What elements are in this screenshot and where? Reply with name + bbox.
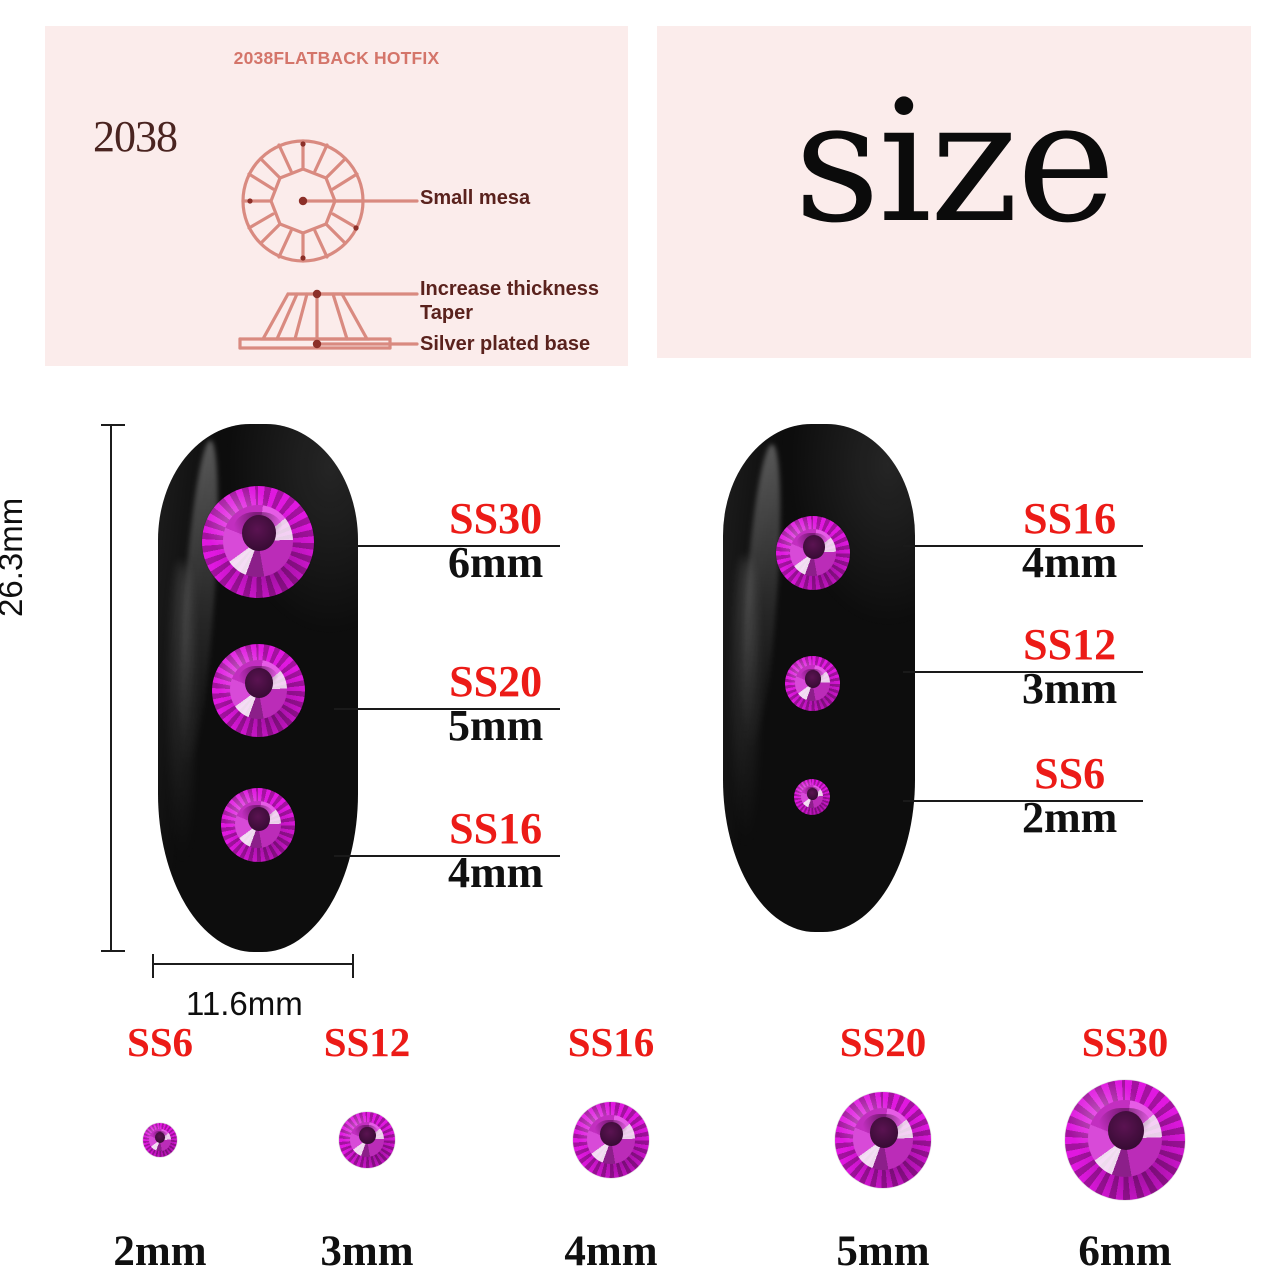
size-cell-ss16-mm: 4mm <box>564 1228 658 1275</box>
label-ss12-size: SS12 <box>1023 620 1117 669</box>
label-ss30-size: SS30 <box>449 494 543 543</box>
label-ss16-left: SS16 4mm <box>448 804 544 898</box>
label-ss12: SS12 3mm <box>1022 620 1118 714</box>
leader-line-ss16-right <box>903 545 1143 547</box>
leader-line-ss30 <box>334 545 560 547</box>
gem-culet <box>600 1121 624 1147</box>
size-cell-ss16-label: SS16 <box>567 1019 655 1065</box>
size-title-panel: size <box>657 26 1251 358</box>
size-cell-ss6-mm: 2mm <box>113 1228 207 1275</box>
label-ss16-left-size: SS16 <box>449 804 543 853</box>
size-cell-ss16: SS16 4mm <box>511 1022 711 1277</box>
size-comparison-row: SS6 2mm SS12 <box>60 1022 1240 1277</box>
gem-ss6-right <box>794 779 830 815</box>
panel-title: 2038FLATBACK HOTFIX <box>233 48 440 68</box>
leader-line-ss6 <box>903 800 1143 802</box>
anchor-dot-mesa <box>298 196 308 206</box>
label-ss30: SS30 6mm <box>448 494 544 588</box>
gem-culet <box>869 1116 899 1148</box>
size-cell-ss20-label: SS20 <box>839 1019 927 1065</box>
flatback-diagram-panel: 2038FLATBACK HOTFIX 2038 <box>45 26 628 366</box>
callout-small-mesa: Small mesa <box>420 187 531 209</box>
dimension-line-height <box>101 424 125 952</box>
size-cell-ss6-label: SS6 <box>126 1019 194 1065</box>
label-ss16-left-mm: 4mm <box>448 848 544 898</box>
label-ss16-right-size: SS16 <box>1023 494 1117 543</box>
nail-right <box>723 424 915 932</box>
gem-ss20 <box>212 644 305 737</box>
label-ss6-mm: 2mm <box>1022 793 1118 843</box>
gem-ss16-right <box>776 516 850 590</box>
size-cell-ss30: SS30 6mm <box>1025 1022 1225 1277</box>
size-heading: size <box>794 64 1116 260</box>
gem-culet <box>242 515 276 551</box>
label-ss6-size: SS6 <box>1034 749 1106 798</box>
label-ss30-mm: 6mm <box>448 538 544 588</box>
label-ss20: SS20 5mm <box>448 657 544 751</box>
gem-ss12-right <box>785 656 840 711</box>
anchor-dot-thickness <box>312 289 322 299</box>
label-ss16-right: SS16 4mm <box>1022 494 1118 588</box>
size-cell-ss6: SS6 2mm <box>60 1022 260 1277</box>
callout-increase-thickness: Increase thickness <box>420 278 599 300</box>
dimension-height-text: 26.3mm <box>0 497 29 617</box>
gem-culet <box>247 807 270 831</box>
gem-culet <box>806 788 818 800</box>
size-cell-ss6-gem <box>60 1080 260 1200</box>
gem-ss16 <box>221 788 295 862</box>
size-cell-ss16-gem <box>511 1080 711 1200</box>
product-code-label: 2038 <box>93 112 178 161</box>
size-cell-ss12-gem <box>267 1080 467 1200</box>
gem-ss30 <box>202 486 314 598</box>
nail-left-body <box>158 424 358 952</box>
gem-culet <box>1108 1111 1145 1150</box>
size-cell-ss20-gem <box>783 1080 983 1200</box>
size-cell-ss20-mm: 5mm <box>836 1228 930 1275</box>
label-ss20-size: SS20 <box>449 657 543 706</box>
callout-taper: Taper <box>420 302 473 324</box>
gem-culet <box>802 535 825 559</box>
gem-culet <box>804 670 822 688</box>
size-cell-ss30-mm: 6mm <box>1078 1228 1172 1275</box>
gem-culet <box>155 1131 166 1143</box>
callout-silver-plated-base: Silver plated base <box>420 333 591 355</box>
anchor-dot-base <box>312 339 322 349</box>
rhinestone-schematic-svg <box>238 139 419 350</box>
size-cell-ss12-mm: 3mm <box>320 1228 414 1275</box>
size-cell-ss20: SS20 5mm <box>783 1022 983 1277</box>
nail-left <box>158 424 358 952</box>
size-cell-ss30-gem <box>1025 1080 1225 1200</box>
dimension-line-width <box>152 954 354 978</box>
label-ss6: SS6 2mm <box>1022 749 1118 843</box>
leader-line-ss16-left <box>334 855 560 857</box>
label-ss12-mm: 3mm <box>1022 664 1118 714</box>
gem-culet <box>359 1126 376 1145</box>
leader-line-ss12 <box>903 671 1143 673</box>
size-cell-ss12-label: SS12 <box>323 1019 411 1065</box>
dimension-width-text: 11.6mm <box>186 985 303 1022</box>
gem-culet <box>245 668 274 698</box>
leader-line-ss20 <box>334 708 560 710</box>
size-cell-ss12: SS12 3mm <box>267 1022 467 1277</box>
label-ss16-right-mm: 4mm <box>1022 538 1118 588</box>
size-cell-ss30-label: SS30 <box>1081 1019 1169 1065</box>
label-ss20-mm: 5mm <box>448 701 544 751</box>
